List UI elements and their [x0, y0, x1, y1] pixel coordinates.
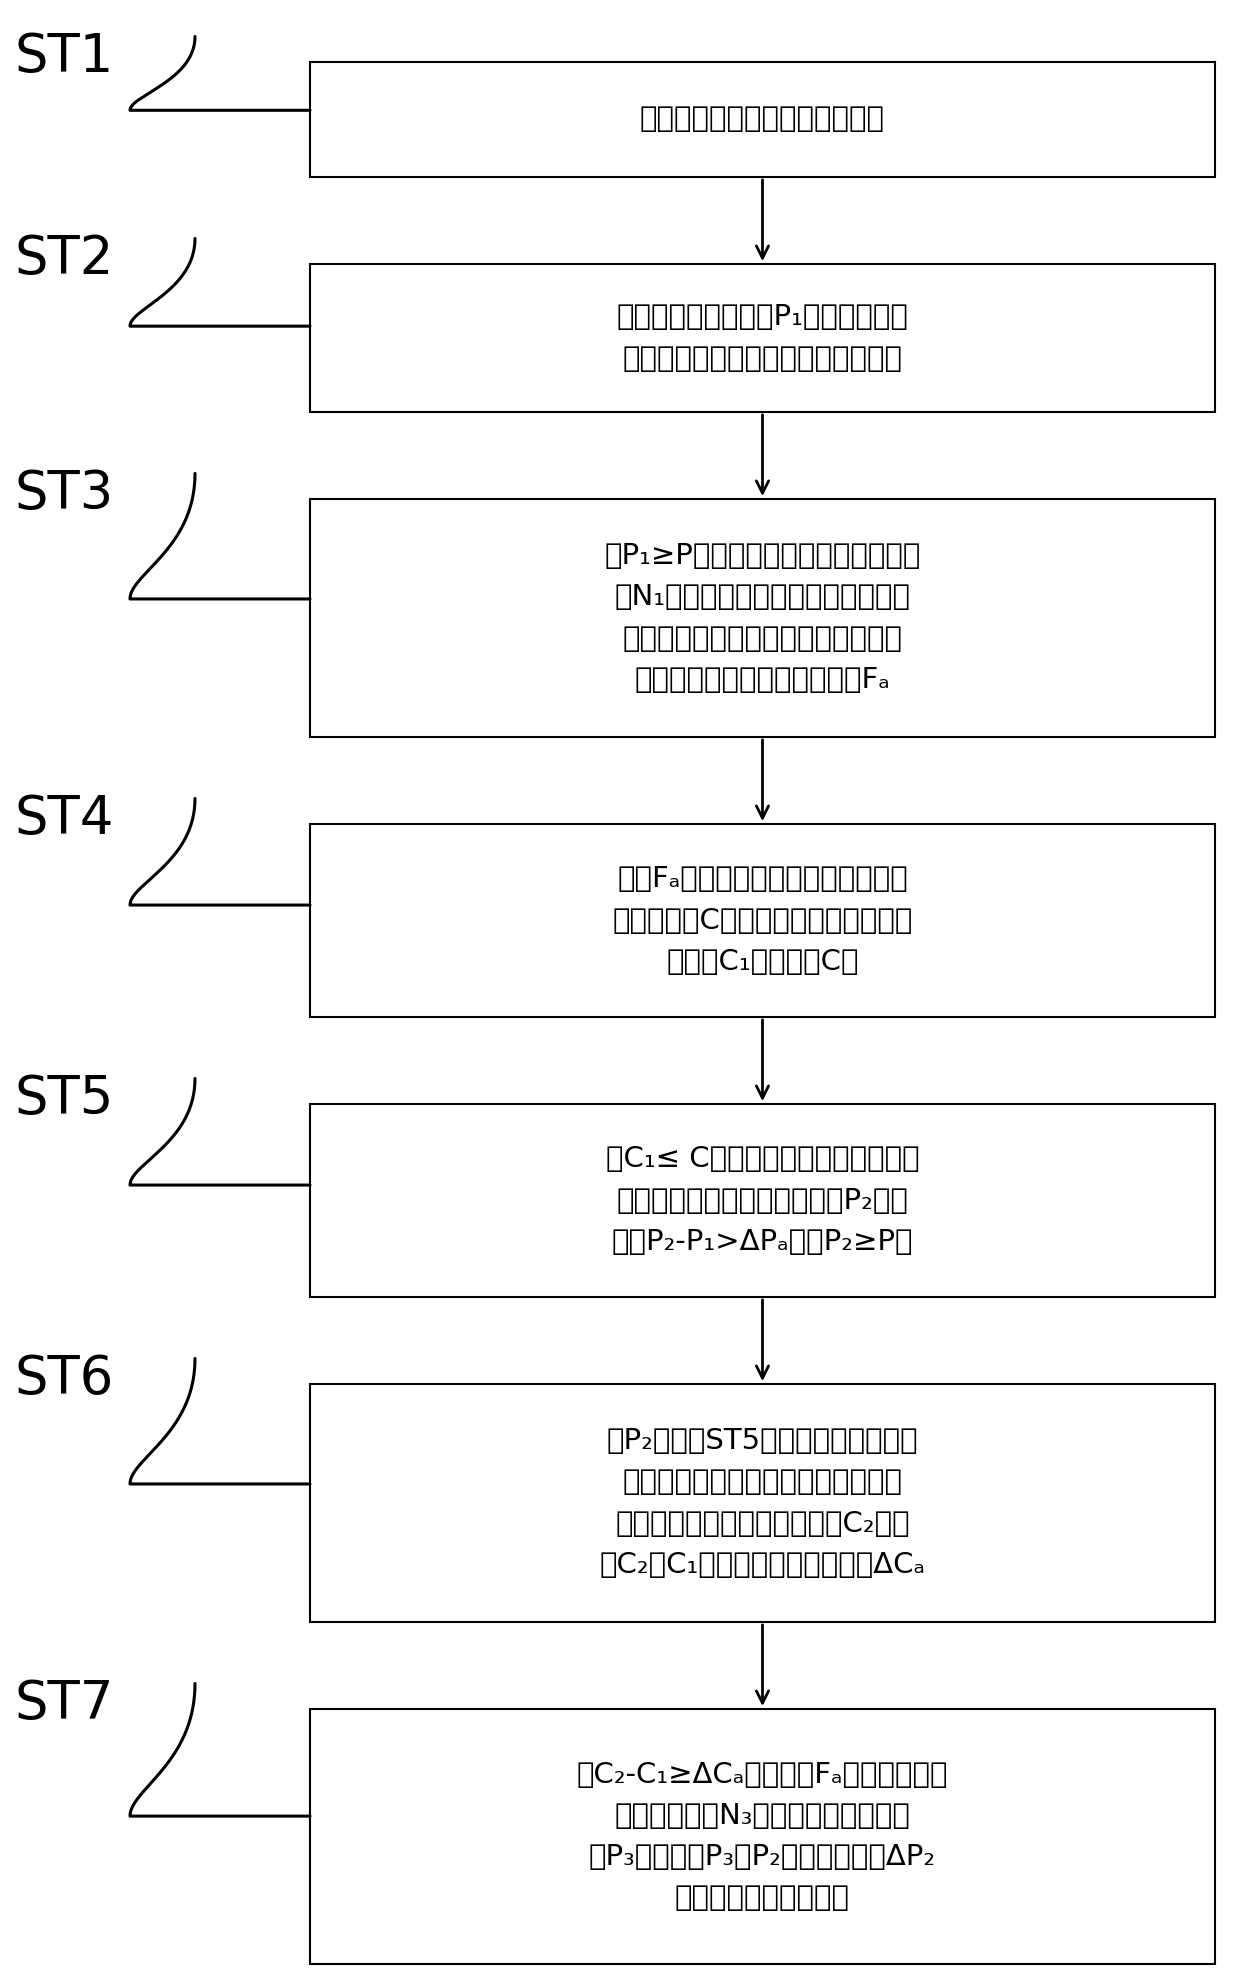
Bar: [310, 61, 1215, 176]
Text: ST4: ST4: [15, 794, 114, 845]
Text: 若P₁≥P预，启动压缩机，运行预设时
间N₁，获取空调当前的运行模式，当
前室内环境温度和湿度，从预存储关
系中，查询对应的压缩机频率Fₐ: 若P₁≥P预，启动压缩机，运行预设时 间N₁，获取空调当前的运行模式，当 前室内…: [604, 542, 920, 695]
Text: 启动空调器，检测室外环境温度: 启动空调器，检测室外环境温度: [640, 105, 885, 133]
Text: 检测第一冷媒压力值P₁，判断第一冷
媒压力值是否不低于冷媒预设压力值: 检测第一冷媒压力值P₁，判断第一冷 媒压力值是否不低于冷媒预设压力值: [616, 303, 909, 372]
Text: ST7: ST7: [15, 1678, 114, 1730]
Bar: [310, 1383, 1215, 1623]
Text: 若C₁≤ C预，调高压缩机频率，检测
压缩机高频下冷媒第二压力值P₂，并
判断P₂-P₁>ΔPₐ，且P₂≥P预: 若C₁≤ C预，调高压缩机频率，检测 压缩机高频下冷媒第二压力值P₂，并 判断P…: [605, 1146, 919, 1257]
Text: 若C₂-C₁≥ΔCₐ，再次以Fₐ频率运行压缩
机，运行时间N₃，检测冷媒第三压力
值P₃，并通过P₃与P₂的差值与预设ΔP₂
判断冷媒是否发生泄露: 若C₂-C₁≥ΔCₐ，再次以Fₐ频率运行压缩 机，运行时间N₃，检测冷媒第三压力…: [577, 1761, 949, 1912]
Text: ST3: ST3: [15, 469, 114, 520]
Bar: [310, 499, 1215, 736]
Text: 查找Fₐ频率下，对应湿度和温度的冷
媒浓度阈值C预，判断室内机管路的冷
媒浓度C₁是否大于C预: 查找Fₐ频率下，对应湿度和温度的冷 媒浓度阈值C预，判断室内机管路的冷 媒浓度C…: [613, 865, 913, 976]
Text: ST2: ST2: [15, 234, 114, 285]
Text: ST6: ST6: [15, 1354, 114, 1405]
Bar: [310, 1710, 1215, 1963]
Bar: [310, 1104, 1215, 1296]
Text: ST1: ST1: [15, 32, 114, 83]
Text: ST5: ST5: [15, 1073, 114, 1126]
Bar: [310, 823, 1215, 1017]
Bar: [310, 263, 1215, 412]
Text: 若P₂不满足ST5中的判断条件，关闭
压缩机，开启风机，更换空调所在空
间的气体，检测冷媒第二浓度C₂，判
断C₂与C₁的差值是否小于预设的ΔCₐ: 若P₂不满足ST5中的判断条件，关闭 压缩机，开启风机，更换空调所在空 间的气体…: [599, 1427, 925, 1579]
